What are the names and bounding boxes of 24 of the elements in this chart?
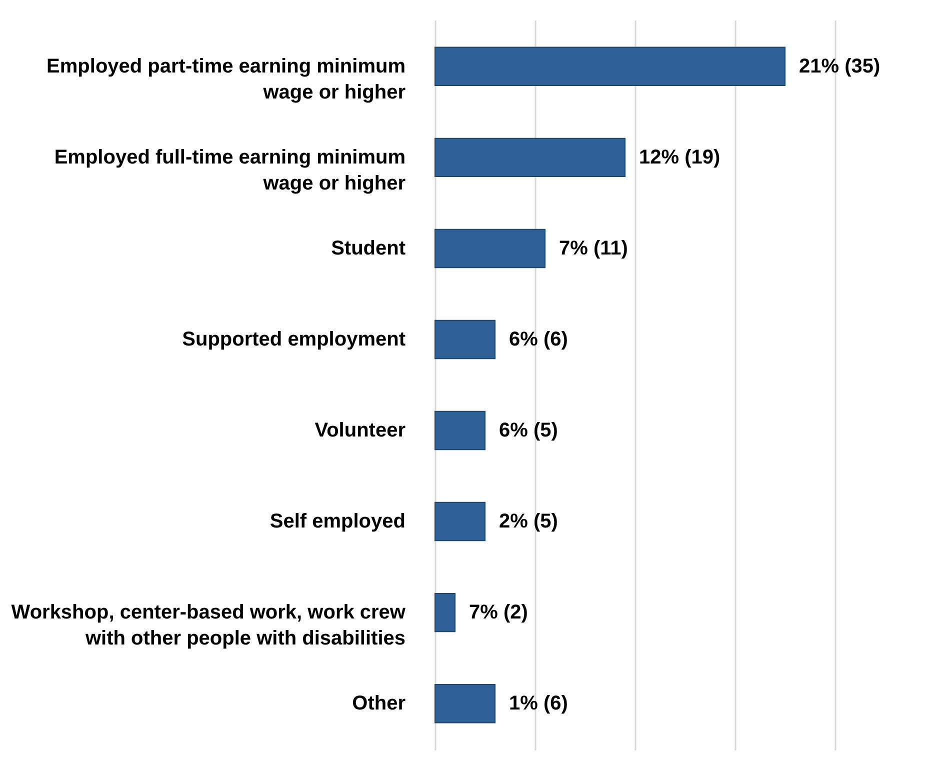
data-label: 2% (5) [499,510,558,533]
bar [434,320,496,360]
bar [434,138,626,178]
y-tick-label: Student [331,237,406,260]
y-tick-label: Supported employment [182,328,406,350]
data-label: 7% (11) [559,237,628,260]
y-tick-label: Employed part-time earning minimum wage or higher [46,55,406,104]
data-label: 6% (5) [499,420,558,442]
data-label: 7% (2) [469,602,528,624]
y-tick-label: Volunteer [314,420,406,442]
data-label: 6% (6) [509,328,568,350]
bar [434,410,486,450]
data-label: 12% (19) [639,146,720,168]
y-tick-label: Other [352,692,406,715]
bar [434,592,456,632]
y-tick-label: Workshop, center-based work, work crew with other people with disabilities [11,602,406,650]
bar [434,228,546,268]
bar [434,684,496,724]
y-tick-label: Self employed [270,510,406,533]
bar [434,502,486,542]
y-tick-label: Employed full-time earning minimum wage or higher [54,146,406,194]
data-label: 21% (35) [799,55,880,78]
data-label: 1% (6) [509,692,568,715]
bar [434,46,786,86]
